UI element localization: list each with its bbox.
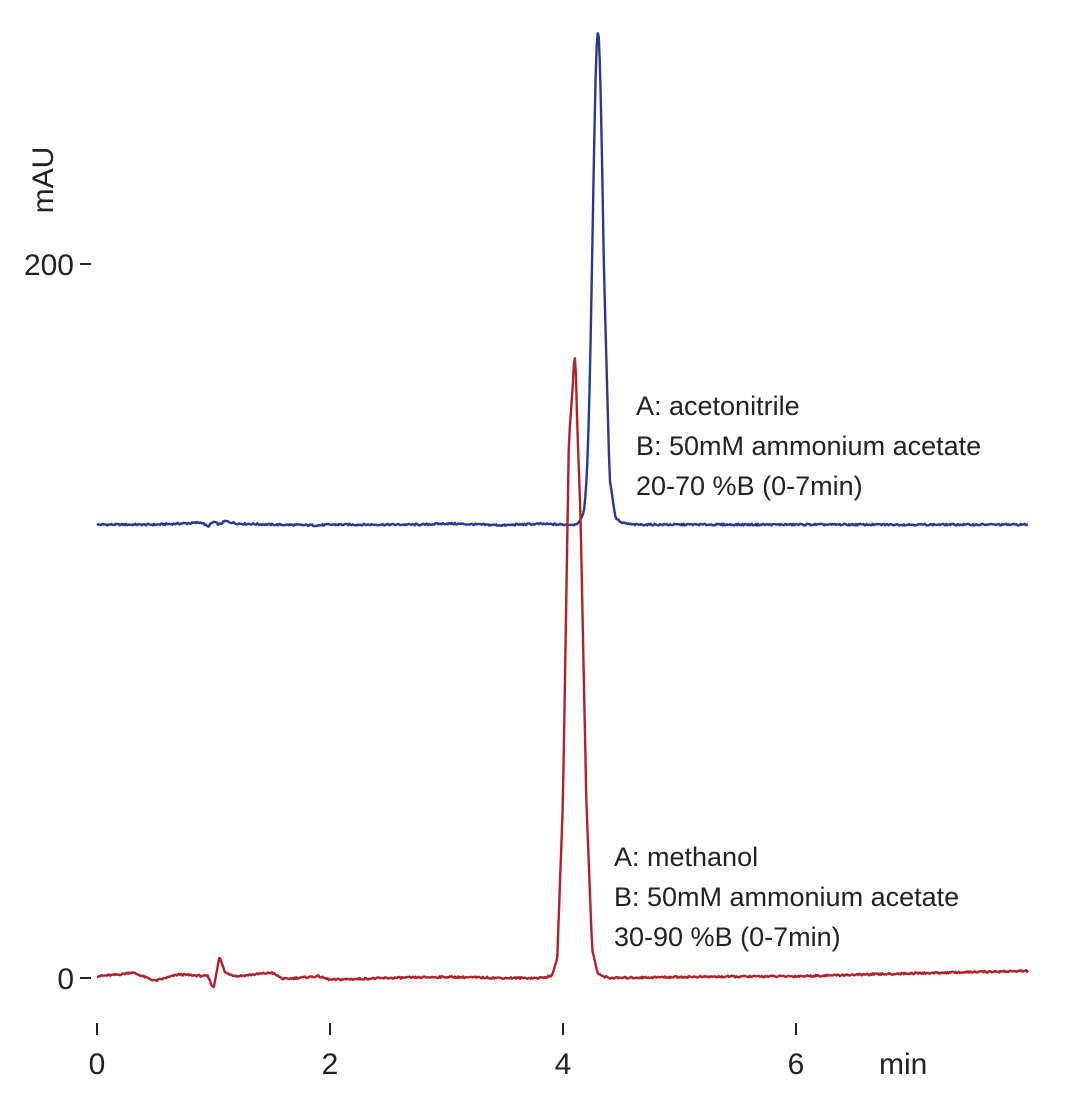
x-axis-label: min xyxy=(879,1048,927,1081)
series-line xyxy=(96,32,1029,528)
annotation-line: B: 50mM ammonium acetate xyxy=(614,882,959,912)
y-axis-label: mAU xyxy=(27,147,60,214)
y-axis: 0 200 xyxy=(24,249,91,996)
x-tick-label: 6 xyxy=(788,1048,805,1081)
y-tick-label: 200 xyxy=(24,249,74,282)
x-tick-label: 2 xyxy=(322,1048,339,1081)
annotation-line: A: acetonitrile xyxy=(636,391,800,421)
annotation-layer: A: acetonitrile B: 50mM ammonium acetate 2… xyxy=(614,391,981,952)
x-axis: 0 2 4 6 xyxy=(89,1023,805,1081)
x-tick-label: 4 xyxy=(555,1048,572,1081)
annotation-line: 30-90 %B (0-7min) xyxy=(614,922,841,952)
x-tick-label: 0 xyxy=(89,1048,106,1081)
annotation-line: 20-70 %B (0-7min) xyxy=(636,471,863,501)
annotation-line: A: methanol xyxy=(614,842,758,872)
series-line xyxy=(96,357,1029,989)
series-layer xyxy=(96,32,1029,989)
annotation-line: B: 50mM ammonium acetate xyxy=(636,431,981,461)
y-tick-label: 0 xyxy=(57,963,74,996)
